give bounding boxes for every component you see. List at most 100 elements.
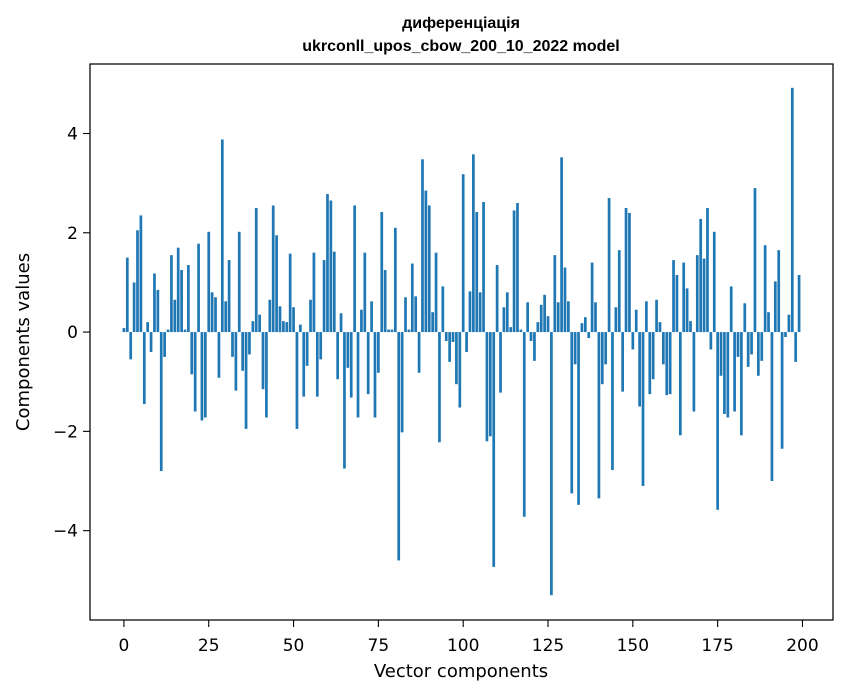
- bar-150: [631, 332, 635, 350]
- bar-184: [746, 332, 750, 367]
- bar-143: [607, 198, 611, 333]
- bar-170: [699, 218, 703, 333]
- bar-48: [285, 322, 289, 333]
- bar-146: [617, 250, 621, 333]
- bar-132: [570, 332, 574, 494]
- bar-152: [638, 332, 641, 407]
- bar-13: [166, 329, 170, 333]
- bar-141: [600, 332, 604, 385]
- bar-142: [604, 332, 608, 365]
- bar-93: [438, 332, 441, 443]
- y-axis-ticks: −4 −2 0 2 4: [53, 125, 90, 542]
- bar-123: [539, 304, 543, 333]
- bar-105: [478, 292, 482, 333]
- bar-189: [763, 245, 767, 333]
- bar-110: [495, 265, 499, 333]
- bar-80: [393, 227, 397, 333]
- x-axis-label: Vector components: [374, 661, 548, 682]
- bar-30: [224, 301, 228, 333]
- bar-32: [231, 332, 234, 357]
- x-tick-label-75: 75: [368, 636, 390, 656]
- x-tick-label-0: 0: [119, 636, 130, 656]
- x-axis-ticks: 0 25 50 75 100 125 150 175 200: [119, 620, 819, 656]
- bar-180: [733, 332, 736, 412]
- bar-69: [356, 332, 360, 418]
- bar-118: [522, 332, 526, 517]
- bar-71: [363, 252, 367, 333]
- bar-114: [509, 327, 513, 333]
- bar-97: [451, 332, 455, 342]
- bar-148: [624, 207, 628, 333]
- y-tick-label--4: −4: [53, 522, 78, 542]
- bar-7: [146, 322, 150, 333]
- bar-82: [400, 332, 404, 433]
- bar-44: [271, 205, 275, 333]
- bar-40: [258, 314, 261, 333]
- bar-176: [719, 332, 723, 376]
- bar-39: [254, 207, 258, 333]
- bar-131: [567, 301, 570, 333]
- bar-49: [288, 253, 292, 333]
- chart-title-line2: ukrconll_upos_cbow_200_10_2022 model: [302, 38, 619, 55]
- bar-104: [475, 211, 479, 333]
- bar-171: [702, 258, 706, 333]
- bar-81: [397, 332, 401, 561]
- bar-160: [665, 332, 669, 396]
- bar-191: [770, 332, 774, 481]
- bar-41: [261, 332, 265, 390]
- bar-66: [346, 332, 350, 368]
- y-axis-label: Components values: [13, 253, 34, 431]
- bar-178: [726, 332, 730, 418]
- bar-182: [740, 332, 743, 436]
- bar-61: [329, 200, 333, 333]
- bar-65: [343, 332, 346, 469]
- bar-139: [594, 302, 597, 333]
- bar-67: [349, 332, 353, 398]
- bar-29: [220, 139, 224, 333]
- bar-16: [176, 247, 180, 333]
- bar-4: [136, 230, 139, 333]
- bar-34: [237, 231, 241, 333]
- bar-2: [129, 332, 133, 360]
- bar-14: [170, 255, 173, 333]
- bar-173: [709, 332, 713, 350]
- bar-117: [519, 329, 523, 333]
- bar-130: [563, 267, 567, 333]
- bar-162: [672, 260, 675, 333]
- bar-87: [417, 332, 421, 373]
- bar-43: [268, 299, 272, 333]
- bar-197: [790, 87, 794, 333]
- bar-122: [536, 322, 540, 333]
- bar-135: [580, 323, 584, 333]
- bar-92: [434, 252, 438, 333]
- bar-103: [472, 154, 475, 333]
- bar-73: [370, 301, 373, 333]
- bar-37: [248, 332, 251, 355]
- bar-102: [468, 291, 472, 333]
- bar-70: [360, 309, 363, 333]
- bar-187: [757, 332, 760, 376]
- bar-57: [315, 332, 319, 397]
- bar-126: [550, 332, 553, 596]
- bar-156: [651, 332, 655, 380]
- bar-159: [662, 332, 665, 365]
- bar-129: [560, 157, 563, 333]
- x-tick-label-150: 150: [617, 636, 649, 656]
- bar-27: [214, 297, 217, 333]
- bar-133: [573, 332, 577, 365]
- bar-88: [421, 159, 424, 333]
- bar-19: [187, 265, 190, 333]
- bar-10: [156, 289, 160, 333]
- bar-177: [723, 332, 726, 414]
- bar-112: [502, 307, 506, 333]
- bar-175: [716, 332, 719, 510]
- bar-168: [692, 332, 696, 412]
- bar-18: [183, 329, 187, 333]
- bar-186: [753, 188, 757, 333]
- x-tick-label-50: 50: [283, 636, 305, 656]
- bar-198: [794, 332, 798, 362]
- bar-181: [736, 332, 740, 357]
- bar-21: [193, 332, 197, 412]
- bar-127: [553, 255, 557, 333]
